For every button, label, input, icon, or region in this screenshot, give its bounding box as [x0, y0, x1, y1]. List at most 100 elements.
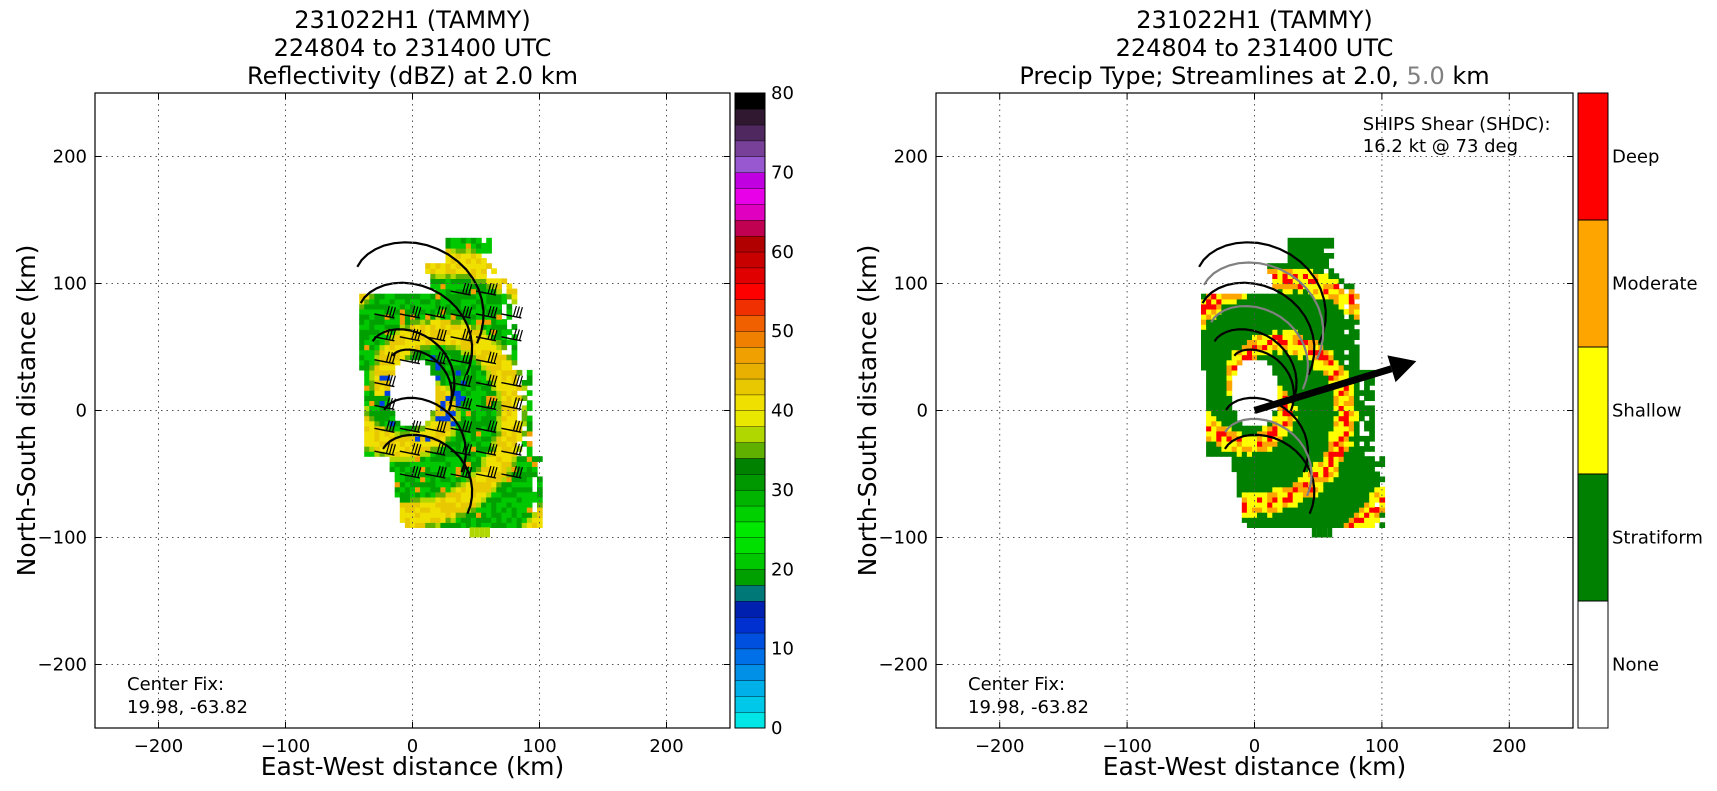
field-cell	[1216, 441, 1222, 447]
field-cell	[1267, 446, 1273, 452]
field-cell	[1348, 481, 1355, 488]
field-cell	[1308, 298, 1314, 305]
field-cell	[501, 359, 508, 366]
field-cell	[1267, 349, 1273, 356]
field-cell	[1308, 263, 1314, 269]
field-cell	[1318, 359, 1324, 366]
field-cell	[1257, 430, 1263, 437]
field-cell	[476, 349, 482, 356]
field-cell	[496, 354, 502, 361]
field-cell	[481, 263, 487, 269]
field-cell	[420, 314, 426, 320]
field-cell	[455, 517, 462, 523]
field-cell	[1302, 268, 1309, 274]
field-cell	[1272, 344, 1278, 351]
colorbar-tick-label: 20	[771, 559, 794, 580]
field-cell	[1241, 324, 1248, 330]
field-cell	[511, 390, 518, 396]
field-cell	[491, 430, 497, 437]
field-cell	[491, 293, 497, 300]
field-cell	[1292, 466, 1299, 473]
wind-barb-flag	[487, 351, 492, 363]
field-cell	[435, 512, 442, 518]
field-cell	[1313, 324, 1319, 330]
field-cell	[496, 400, 502, 406]
field-cell	[496, 339, 502, 346]
field-cell	[1277, 461, 1284, 467]
field-cell	[1323, 288, 1329, 295]
field-cell	[506, 410, 513, 417]
field-cell	[1338, 390, 1345, 396]
colorbar-tick-label: 40	[771, 401, 794, 422]
field-cell	[1308, 374, 1314, 381]
field-cell	[1252, 512, 1258, 518]
field-cell	[476, 385, 482, 391]
field-cell	[404, 466, 411, 473]
field-cell	[1206, 385, 1212, 391]
wind-barb	[501, 450, 522, 456]
field-cell	[1241, 314, 1248, 320]
field-cell	[1353, 435, 1360, 442]
field-cell	[450, 308, 457, 315]
field-cell	[1206, 410, 1212, 417]
field-cell	[1287, 380, 1294, 386]
field-cell	[1359, 456, 1365, 462]
field-cell	[1379, 501, 1386, 508]
field-cell	[491, 400, 497, 406]
field-cell	[1287, 501, 1294, 508]
field-cell	[440, 344, 447, 351]
field-cell	[1287, 461, 1294, 467]
field-cell	[435, 410, 442, 417]
field-cell	[1323, 324, 1329, 330]
wind-barb-flag	[439, 306, 444, 318]
field-cell	[1211, 334, 1217, 340]
field-cell	[476, 319, 482, 325]
field-cell	[1211, 329, 1217, 335]
field-cell	[526, 496, 533, 503]
field-cell	[1328, 308, 1335, 315]
field-cell	[1287, 344, 1294, 351]
field-cell	[1221, 349, 1228, 356]
field-cell	[384, 415, 391, 422]
field-cell	[1318, 430, 1324, 437]
field-cell	[491, 522, 497, 528]
field-cell	[501, 430, 508, 437]
field-cell	[364, 400, 370, 406]
field-cell	[445, 283, 452, 290]
field-cell	[1353, 334, 1360, 340]
field-cell	[1221, 293, 1228, 300]
field-cell	[430, 507, 436, 513]
field-cell	[521, 517, 528, 523]
colorbar-segment	[734, 362, 766, 380]
field-cell	[445, 501, 452, 508]
field-cell	[379, 451, 386, 457]
field-cell	[1348, 491, 1355, 498]
field-cell	[364, 303, 370, 310]
field-cell	[1262, 319, 1268, 325]
field-cell	[1308, 293, 1314, 300]
field-cell	[394, 329, 401, 335]
field-cell	[460, 410, 467, 417]
field-cell	[476, 491, 482, 498]
field-cell	[359, 308, 365, 315]
wind-barb-flag	[442, 467, 447, 478]
field-cell	[384, 374, 391, 381]
field-cell	[1241, 507, 1248, 513]
field-cell	[1313, 349, 1319, 356]
field-cell	[476, 329, 482, 335]
field-cell	[496, 471, 502, 478]
field-cell	[1333, 486, 1340, 493]
field-cell	[1348, 329, 1355, 335]
wind-barb-flag	[462, 282, 467, 294]
field-cell	[455, 512, 462, 518]
field-cell	[491, 344, 497, 351]
field-cell	[450, 303, 457, 310]
field-cell	[486, 441, 492, 447]
field-cell	[1297, 435, 1304, 442]
field-cell	[1313, 374, 1319, 381]
field-cell	[1292, 237, 1299, 244]
field-cell	[496, 369, 502, 376]
wind-barb-flag	[388, 397, 393, 409]
field-cell	[384, 349, 391, 356]
field-cell	[516, 496, 523, 503]
